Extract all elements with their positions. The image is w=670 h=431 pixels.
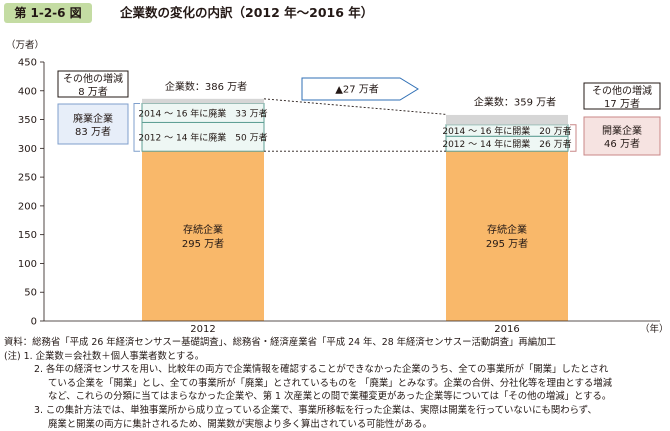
note-3-line-1: 3. この集計方法では、単独事業所から成り立っている企業で、事業所移転を行った企… bbox=[34, 404, 597, 416]
x-tick-label: 2016 bbox=[494, 324, 519, 335]
note-2-line-2: ている企業を「開業」とし、全ての事業所が「廃業」とされているものを 「廃業」とみ… bbox=[48, 377, 612, 389]
y-tick-label: 250 bbox=[18, 173, 37, 184]
callout-openings-2016 bbox=[583, 116, 661, 156]
closures-bracket bbox=[133, 102, 140, 152]
figure-number: 第 1-2-6 図 bbox=[4, 3, 92, 23]
callout-others-2016-value: 17 万者 bbox=[604, 98, 640, 110]
segment-label: 存続企業 bbox=[487, 223, 527, 236]
x-axis-unit-label: （年） bbox=[640, 323, 669, 335]
segment-label: 2014 〜 16 年に廃業 33 万者 bbox=[138, 107, 267, 119]
callout-others-2016-title: その他の増減 bbox=[592, 84, 652, 97]
segment-label: 2012 〜 14 年に廃業 50 万者 bbox=[138, 131, 267, 143]
bar-segment-2012-other bbox=[142, 98, 264, 104]
segment-label: 2014 〜 16 年に開業 20 万者 bbox=[442, 125, 571, 137]
figure-header: 第 1-2-6 図 企業数の変化の内訳（2012 年〜2016 年） bbox=[0, 0, 670, 30]
x-axis: 2012 2016 bbox=[44, 320, 660, 335]
callout-others-2012-value: 8 万者 bbox=[78, 86, 108, 98]
y-tick-label: 100 bbox=[18, 259, 37, 270]
y-tick-label: 300 bbox=[18, 144, 37, 155]
callout-others-2012 bbox=[57, 70, 129, 98]
y-tick-label: 400 bbox=[18, 86, 37, 97]
note-2-line-1: 2. 各年の経済センサスを用い、比較年の両方で企業情報を確認することができなかっ… bbox=[34, 364, 609, 376]
change-arrow bbox=[301, 77, 419, 101]
y-tick-label: 0 bbox=[31, 317, 37, 328]
total-connector-line bbox=[263, 98, 447, 115]
segment-value-label: 295 万者 bbox=[486, 238, 528, 250]
y-tick-label: 150 bbox=[18, 230, 37, 241]
callout-openings-2016-title: 開業企業 bbox=[602, 124, 642, 137]
callout-others-2012-title: その他の増減 bbox=[63, 72, 123, 85]
callout-others-2016 bbox=[583, 82, 661, 110]
notes-section: 資料：総務省「平成 26 年経済センサスー基礎調査」、総務省・経済産業省「平成 … bbox=[4, 336, 666, 431]
segment-label: 存続企業 bbox=[183, 223, 223, 236]
note-3-line-2: 廃業と開業の両方に集計されるため、開業数が実態より多く算出されている可能性がある… bbox=[48, 418, 432, 430]
callout-closures-2012-title: 廃業企業 bbox=[73, 112, 113, 125]
bar-segment-2012-change bbox=[141, 121, 265, 152]
bar-segment-2016-other bbox=[446, 114, 568, 125]
bar-total-label: 企業数：386 万者 bbox=[165, 80, 247, 93]
source-note: 資料：総務省「平成 26 年経済センサスー基礎調査」、総務省・経済産業省「平成 … bbox=[4, 337, 556, 348]
y-axis-unit-label: （万者） bbox=[6, 39, 44, 51]
bar-series: 存続企業 295 万者 2012 〜 14 年に廃業 50 万者 2014 〜 16 … bbox=[138, 80, 572, 321]
note-2-line-3: など、これらの分類に当てはまらなかった企業や、第 1 次産業との間で業種変更があ… bbox=[48, 391, 612, 403]
openings-bracket bbox=[570, 124, 577, 152]
segment-label: 2012 〜 14 年に開業 26 万者 bbox=[442, 138, 571, 150]
y-tick-label: 50 bbox=[24, 288, 37, 299]
callout-closures-2012 bbox=[57, 103, 129, 145]
y-axis: 0 50 100 150 200 250 300 350 400 450 bbox=[18, 58, 45, 328]
y-tick-label: 350 bbox=[18, 115, 37, 126]
bar-segment-2016-existing bbox=[446, 151, 568, 321]
callout-closures-2012-value: 83 万者 bbox=[75, 126, 111, 138]
bar-total-label: 企業数：359 万者 bbox=[474, 95, 556, 108]
y-tick-label: 450 bbox=[18, 58, 37, 69]
y-tick-label: 200 bbox=[18, 201, 37, 212]
note-1: (注) 1. 企業数＝会社数＋個人事業者数とする。 bbox=[4, 350, 205, 362]
x-tick-label: 2012 bbox=[190, 324, 215, 335]
figure-title: 企業数の変化の内訳（2012 年〜2016 年） bbox=[120, 5, 374, 20]
change-label: ▲27 万者 bbox=[335, 84, 379, 96]
callout-openings-2016-value: 46 万者 bbox=[604, 138, 640, 150]
bar-segment-2012-existing bbox=[142, 151, 264, 321]
segment-value-label: 295 万者 bbox=[182, 238, 224, 250]
stacked-bar-chart: （万者） 0 50 100 150 200 250 300 350 400 450 存続企業 295… bbox=[6, 39, 669, 335]
